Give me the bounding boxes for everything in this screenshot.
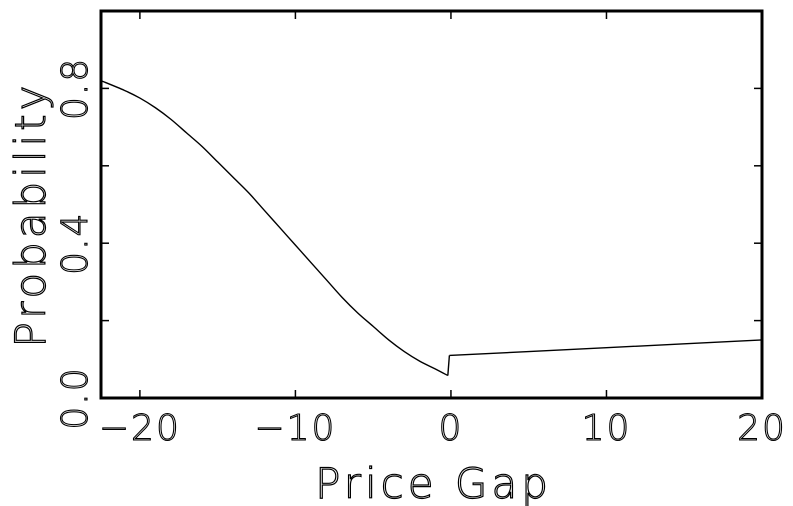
x-tick-label: 20	[737, 408, 787, 449]
y-axis-title: Probability	[6, 81, 55, 347]
y-tick-label: 0.4	[55, 212, 96, 275]
series-line-negative	[100, 80, 449, 377]
y-tick-label: 0.0	[55, 366, 96, 429]
x-tick-label: −10	[254, 408, 336, 449]
series-line-jump	[447, 355, 451, 376]
plot-frame	[99, 9, 764, 400]
tick-labels: −20 −10 0 10 20 0.0 0.4 0.8	[54, 56, 787, 449]
plot-lines	[100, 80, 763, 377]
x-axis-title: Price Gap	[315, 459, 552, 506]
y-tick-label: 0.8	[55, 57, 96, 120]
x-tick-label: 0	[438, 408, 463, 449]
series-line-positive	[449, 339, 763, 357]
axis-ticks	[101, 11, 763, 399]
x-tick-label: 10	[582, 408, 632, 449]
x-tick-label: −20	[99, 408, 181, 449]
